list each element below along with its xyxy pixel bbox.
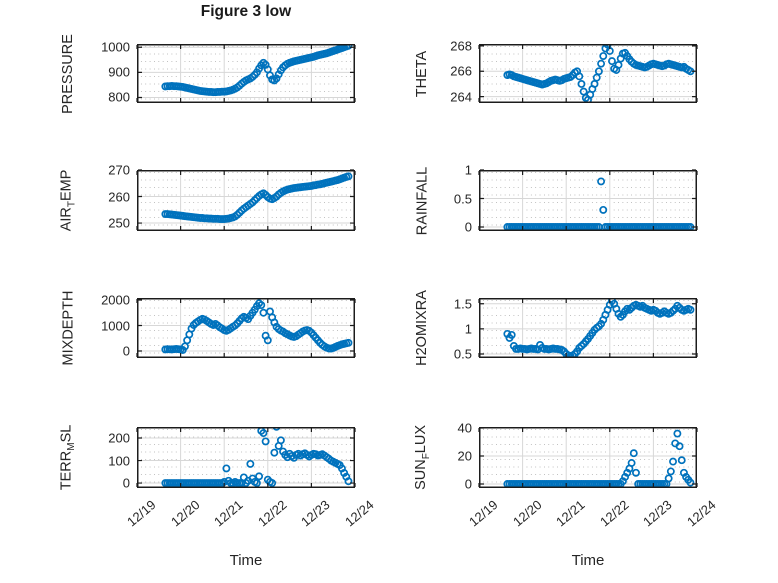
y-tick-label: 2000	[101, 292, 130, 308]
plot-area-air_temp	[136, 169, 356, 231]
y-tick-label: 270	[108, 162, 130, 178]
plot-area-rainfall	[478, 169, 698, 231]
y-tick-label: 900	[108, 64, 130, 80]
y-tick-label: 1000	[101, 39, 130, 55]
plot-area-mixdepth	[136, 298, 356, 358]
figure-title: Figure 3 low	[200, 3, 292, 20]
y-tick-label: 0	[464, 476, 472, 492]
y-tick-label: 250	[108, 215, 130, 231]
subplot-theta: THETA 264 266 268	[414, 38, 698, 104]
y-tick-label: 1.5	[453, 296, 472, 312]
plot-area-pressure	[136, 44, 356, 103]
y-axis-label-h2omixra: H2OMIXRA	[414, 290, 430, 366]
y-axis-label-rainfall: RAINFALL	[414, 166, 430, 235]
y-tick-label: 266	[450, 63, 472, 79]
y-tick-label: 40	[457, 420, 472, 436]
y-tick-label: 100	[108, 453, 130, 469]
x-axis-label-left: Time	[229, 552, 263, 569]
y-axis-label-wrap: TERRMSL	[58, 424, 78, 491]
x-axis-label-right: Time	[571, 552, 605, 569]
plot-area-sun_flux	[478, 427, 698, 488]
scatter-series-air_temp	[161, 172, 353, 224]
y-tick-label: 20	[457, 448, 472, 464]
y-axis-label-wrap: RAINFALL	[413, 166, 431, 235]
y-tick-label: 0	[122, 475, 130, 491]
y-axis-label-mixdepth: MIXDEPTH	[60, 290, 77, 366]
y-axis-label-wrap: SUNFLUX	[412, 425, 432, 490]
scatter-series-terr_msl	[161, 428, 353, 487]
plot-area-theta	[478, 44, 698, 103]
y-tick-label: 260	[108, 189, 130, 205]
y-axis-label-wrap: THETA	[413, 44, 431, 103]
y-axis-label-theta: THETA	[414, 50, 431, 97]
y-tick-label: 268	[450, 38, 472, 54]
y-axis-label-air_temp: AIRTEMP	[58, 169, 78, 232]
y-axis-label-wrap: AIRTEMP	[58, 169, 78, 232]
plot-area-h2omixra	[478, 298, 698, 358]
subplot-sun-flux: SUNFLUX 0 20 40 12/19 12/20 12/21 12/22 12/23 12/…	[413, 420, 719, 529]
y-tick-label: 264	[450, 89, 472, 105]
y-tick-label: 1	[464, 321, 472, 337]
subplot-pressure: PRESSURE 800 900 1000	[60, 34, 356, 113]
y-tick-label: 800	[108, 89, 130, 105]
y-axis-label-pressure: PRESSURE	[60, 33, 76, 114]
y-tick-label: 1000	[101, 318, 130, 333]
y-tick-label: 0	[122, 343, 130, 359]
y-tick-label: 1	[464, 162, 472, 178]
scatter-series-mixdepth	[161, 299, 353, 354]
y-axis-label-wrap: MIXDEPTH	[59, 291, 77, 366]
scatter-series-sun_flux	[503, 429, 695, 487]
scatter-series-rainfall	[503, 177, 695, 230]
y-axis-label-wrap: H2OMIXRA	[413, 290, 431, 366]
subplot-air-temp: AIRTEMP 250 260 270	[59, 163, 356, 231]
y-tick-label: 0.5	[453, 346, 472, 362]
y-axis-label-wrap: PRESSURE	[59, 34, 77, 114]
scatter-series-theta	[503, 45, 695, 102]
y-tick-label: 0.5	[453, 191, 472, 206]
plot-area-terr_msl	[136, 427, 356, 488]
y-axis-label-sun_flux: SUNFLUX	[412, 425, 432, 490]
y-tick-label: 0	[464, 219, 472, 235]
scatter-series-h2omixra	[503, 299, 695, 357]
y-axis-label-terr_msl: TERRMSL	[58, 424, 78, 491]
subplot-h2omixra: H2OMIXRA 0.5 1 1.5	[414, 290, 698, 366]
subplot-rainfall: RAINFALL 0 0.5 1	[414, 163, 698, 235]
subplot-mixdepth: MIXDEPTH 0 1000 2000	[60, 291, 356, 365]
y-tick-label: 200	[108, 430, 130, 446]
scatter-series-pressure	[161, 45, 353, 97]
subplot-terr-msl: TERRMSL 0 100 200 12/19 12/20 12/21 12/22 12/23 1…	[59, 425, 377, 530]
